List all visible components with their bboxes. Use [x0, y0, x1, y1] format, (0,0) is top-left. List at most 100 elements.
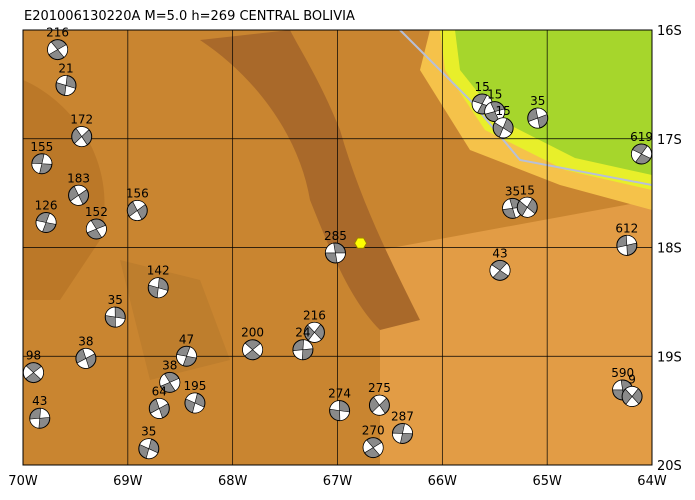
focal-mechanism: 38 [75, 334, 97, 369]
beachball-quadrant [56, 75, 76, 96]
depth-label: 47 [179, 332, 194, 346]
depth-label: 43 [492, 246, 507, 260]
depth-label: 216 [303, 308, 326, 322]
focal-mechanism: 195 [183, 379, 206, 414]
lat-label: 18S [657, 242, 682, 257]
beachball-quadrant [494, 117, 513, 139]
depth-label: 590 [611, 366, 634, 380]
focal-mechanism: 275 [368, 381, 391, 416]
focal-mechanism: 152 [85, 205, 108, 240]
focal-mechanism: 612 [615, 221, 638, 256]
focal-mechanism: 126 [35, 198, 58, 233]
beachball-quadrant [176, 346, 197, 366]
beachball-quadrant [362, 439, 384, 456]
beachball-quadrant [31, 153, 53, 174]
depth-label: 216 [46, 26, 69, 40]
beachball-quadrant [392, 423, 413, 444]
beachball-quadrant [185, 392, 205, 414]
focal-mechanism: 24 [292, 326, 314, 361]
beachball-quadrant [128, 200, 146, 221]
lat-label: 19S [657, 350, 682, 365]
epicenter [354, 237, 368, 249]
depth-label: 9 [628, 372, 636, 386]
beachball-quadrant [23, 365, 44, 380]
focal-mechanism: 270 [362, 424, 385, 459]
depth-label: 195 [183, 379, 206, 393]
depth-label: 38 [78, 334, 93, 348]
focal-mechanism: 47 [176, 332, 198, 367]
lon-label: 69W [113, 474, 143, 489]
depth-label: 285 [324, 229, 347, 243]
depth-label: 43 [32, 394, 47, 408]
depth-label: 15 [495, 104, 510, 118]
depth-label: 15 [487, 88, 502, 102]
depth-label: 619 [630, 130, 653, 144]
depth-label: 275 [368, 381, 391, 395]
lon-label: 70W [8, 474, 38, 489]
depth-label: 15 [520, 183, 535, 197]
map-title: E201006130220A M=5.0 h=269 CENTRAL BOLIV… [24, 9, 355, 24]
lon-label: 66W [428, 474, 458, 489]
depth-label: 35 [141, 425, 156, 439]
focal-mechanism: 35 [527, 94, 549, 129]
beachball-quadrant [371, 394, 387, 416]
beachball-quadrant [148, 277, 169, 299]
focal-mechanism: 155 [30, 140, 53, 175]
beachball-quadrant [150, 398, 169, 419]
focal-mechanism: 274 [328, 387, 351, 422]
focal-mechanism: 172 [70, 113, 93, 148]
focal-mechanism: 21 [55, 61, 77, 96]
beachball-quadrant [329, 400, 350, 421]
depth-label: 64 [152, 384, 167, 398]
focal-mechanism: 216 [303, 308, 326, 343]
beachball-quadrant [69, 185, 88, 206]
beachball-quadrant [76, 348, 96, 369]
focal-mechanism: 15 [492, 104, 514, 139]
depth-label: 142 [147, 264, 170, 278]
lon-label: 67W [323, 474, 353, 489]
depth-label: 287 [391, 409, 414, 423]
focal-mechanism: 43 [489, 246, 511, 281]
beachball-quadrant [519, 196, 536, 218]
beachball-quadrant [74, 126, 90, 147]
depth-label: 156 [126, 187, 149, 201]
depth-label: 126 [35, 198, 58, 212]
lat-label: 16S [657, 24, 682, 39]
depth-label: 35 [530, 94, 545, 108]
focal-mechanism: 183 [67, 171, 90, 206]
focal-mechanism: 142 [147, 264, 170, 299]
depth-label: 200 [241, 326, 264, 340]
depth-label: 35 [505, 184, 520, 198]
depth-label: 274 [328, 387, 351, 401]
beachball-quadrant [489, 262, 511, 278]
focal-mechanism: 38 [159, 358, 181, 393]
focal-mechanism: 15 [516, 183, 538, 218]
focal-mechanism: 43 [29, 394, 51, 429]
focal-mechanism: 9 [621, 372, 643, 407]
focal-mechanism: 35 [138, 425, 160, 460]
lat-label: 20S [657, 459, 682, 474]
focal-mechanism: 64 [148, 384, 170, 419]
focal-mechanism: 35 [502, 184, 524, 219]
beachball-quadrant [29, 407, 51, 429]
beachball-quadrant [47, 41, 68, 58]
depth-label: 98 [26, 349, 41, 363]
focal-mechanism: 98 [22, 349, 44, 384]
lon-label: 64W [637, 474, 667, 489]
beachball-quadrant [325, 242, 346, 264]
depth-label: 172 [70, 113, 93, 127]
lat-label: 17S [657, 133, 682, 148]
depth-label: 152 [85, 205, 108, 219]
depth-label: 15 [475, 80, 490, 94]
beachball-quadrant [307, 322, 322, 343]
beachball-quadrant [242, 342, 263, 357]
focal-mechanism: 200 [241, 326, 264, 361]
depth-label: 24 [295, 326, 310, 340]
beachball-quadrant [624, 386, 640, 407]
beachball-quadrant [105, 306, 126, 328]
focal-mechanism: 35 [104, 293, 126, 328]
beachball-quadrant [139, 438, 159, 459]
lon-label: 65W [532, 474, 562, 489]
focal-mechanism: 216 [46, 26, 69, 61]
